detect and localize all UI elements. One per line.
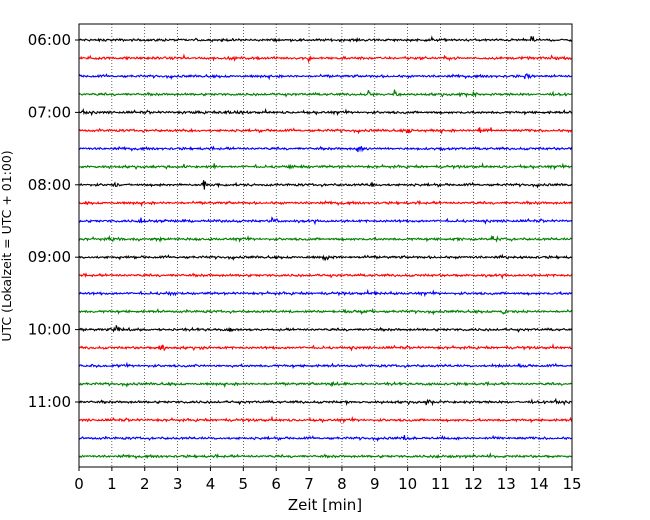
- x-tick-label: 3: [173, 475, 183, 493]
- seismic-traces: [78, 35, 573, 460]
- seismic-trace: [78, 343, 573, 352]
- x-tick-label: 0: [74, 475, 84, 493]
- x-tick-label: 2: [140, 475, 150, 493]
- y-tick-label: 11:00: [28, 393, 71, 411]
- seismic-trace: [78, 162, 573, 171]
- x-tick-label: 11: [431, 475, 450, 493]
- seismic-trace: [78, 380, 573, 389]
- seismic-trace: [78, 145, 573, 153]
- y-axis: 06:00 07:00 08:00 09:00 10:00 11:00: [28, 31, 79, 411]
- seismic-trace: [78, 89, 573, 99]
- seismic-trace: [78, 72, 573, 81]
- seismic-trace: [78, 361, 573, 370]
- seismic-trace: [78, 199, 573, 208]
- grid-lines: [111, 24, 540, 467]
- seismic-trace: [78, 434, 573, 443]
- y-tick-label: 06:00: [28, 31, 71, 49]
- y-axis-label: UTC (Lokalzeit = UTC + 01:00): [0, 150, 14, 341]
- x-tick-label: 6: [271, 475, 281, 493]
- x-tick-label: 9: [370, 475, 380, 493]
- seismic-trace: [78, 234, 573, 243]
- x-axis-label: Zeit [min]: [288, 496, 362, 514]
- y-tick-label: 09:00: [28, 248, 71, 266]
- seismic-trace: [78, 452, 573, 460]
- seismic-trace: [78, 272, 573, 280]
- seismic-trace: [78, 325, 573, 333]
- x-tick-label: 8: [337, 475, 347, 493]
- x-tick-label: 5: [239, 475, 249, 493]
- seismic-trace: [78, 253, 573, 262]
- seismic-trace: [78, 127, 573, 135]
- y-tick-label: 10:00: [28, 321, 71, 339]
- y-tick-label: 07:00: [28, 103, 71, 121]
- x-tick-label: 1: [107, 475, 117, 493]
- x-tick-label: 12: [464, 475, 483, 493]
- seismic-trace: [78, 307, 573, 316]
- seismic-trace: [78, 415, 573, 424]
- seismic-trace: [78, 35, 573, 43]
- seismic-trace: [78, 107, 573, 117]
- seismic-trace: [78, 216, 573, 226]
- seismic-trace: [78, 53, 573, 64]
- x-tick-label: 10: [398, 475, 417, 493]
- seismic-trace: [78, 288, 573, 298]
- y-tick-label: 08:00: [28, 176, 71, 194]
- x-tick-label: 14: [530, 475, 549, 493]
- x-tick-label: 7: [304, 475, 314, 493]
- x-tick-label: 4: [206, 475, 216, 493]
- x-tick-label: 13: [497, 475, 516, 493]
- seismic-trace: [78, 397, 573, 407]
- plot-frame: [78, 23, 573, 468]
- x-axis: 0 1 2 3 4 5 6 7 8 9 10 11 12 13 14 15: [74, 467, 582, 493]
- x-tick-label: 15: [562, 475, 581, 493]
- seismic-trace: [78, 180, 573, 190]
